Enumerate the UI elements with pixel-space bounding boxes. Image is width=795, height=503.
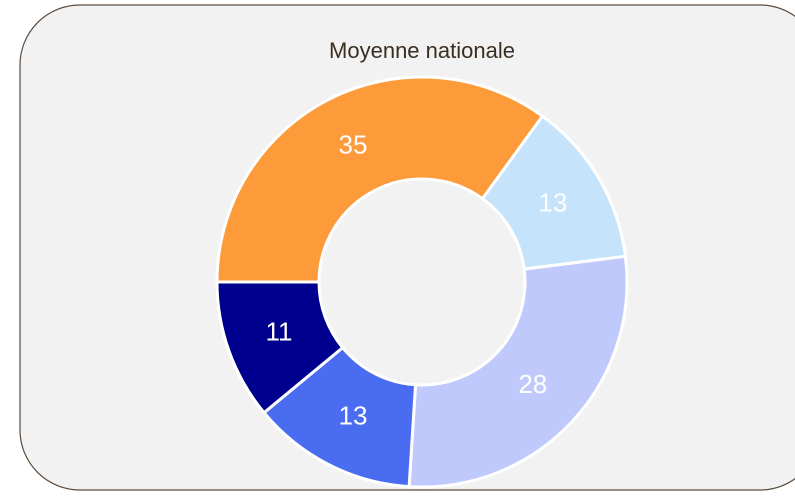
- data-label: 35: [339, 129, 368, 159]
- data-label: 13: [339, 400, 368, 430]
- donut-slice: [215, 280, 345, 415]
- donut-slice: [407, 254, 629, 489]
- chart-title: Moyenne nationale: [329, 38, 515, 63]
- donut-slice: [215, 75, 545, 284]
- data-label: 13: [538, 188, 567, 218]
- data-label: 11: [265, 316, 292, 346]
- donut-slice: [480, 114, 628, 271]
- data-label: 28: [518, 369, 547, 399]
